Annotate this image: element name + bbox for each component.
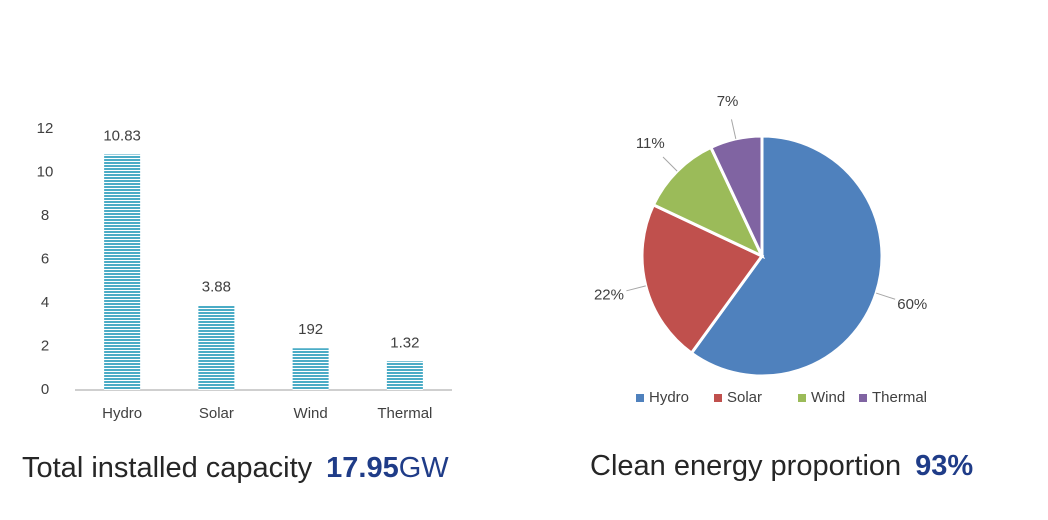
legend-label: Wind xyxy=(811,389,845,406)
legend-swatch xyxy=(714,394,722,402)
leader-line xyxy=(662,156,678,172)
data-label: 3.88 xyxy=(202,279,231,296)
bar xyxy=(198,305,235,390)
x-tick-label: Solar xyxy=(199,405,234,422)
y-tick-label: 8 xyxy=(41,207,49,224)
data-label: 60% xyxy=(897,296,927,313)
y-tick-label: 10 xyxy=(37,163,54,180)
y-tick-label: 0 xyxy=(41,381,49,398)
caption-value: 93% xyxy=(915,450,973,482)
y-tick-label: 12 xyxy=(37,120,54,137)
legend-swatch xyxy=(859,394,867,402)
bar xyxy=(292,348,329,390)
x-tick-label: Hydro xyxy=(102,405,142,422)
leader-line xyxy=(626,285,646,292)
caption-value: 17.95 xyxy=(326,452,399,484)
caption-text: Clean energy proportion xyxy=(590,450,901,482)
caption: Total installed capacity 17.95GW xyxy=(22,452,449,484)
data-label: 7% xyxy=(717,93,739,110)
data-label: 192 xyxy=(298,321,323,338)
bar xyxy=(386,361,423,390)
bar xyxy=(104,154,141,390)
data-label: 22% xyxy=(594,286,624,303)
pie-slice xyxy=(708,134,764,257)
x-tick-label: Wind xyxy=(294,405,328,422)
y-tick-label: 4 xyxy=(41,294,49,311)
data-label: 10.83 xyxy=(103,127,141,144)
pie-slice xyxy=(651,145,766,260)
legend-swatch xyxy=(636,394,644,402)
leader-line xyxy=(730,119,737,139)
leader-line xyxy=(875,292,896,300)
legend-label: Solar xyxy=(727,389,762,406)
y-tick-label: 2 xyxy=(41,337,49,354)
caption-text: Total installed capacity xyxy=(22,452,313,484)
caption-unit: GW xyxy=(399,452,450,484)
data-label: 1.32 xyxy=(390,334,419,351)
legend-label: Hydro xyxy=(649,389,689,406)
legend-label: Thermal xyxy=(872,389,927,406)
caption: Clean energy proportion 93% xyxy=(590,450,973,482)
y-tick-label: 6 xyxy=(41,250,49,267)
legend-swatch xyxy=(798,394,806,402)
x-tick-label: Thermal xyxy=(377,405,432,422)
data-label: 11% xyxy=(636,135,665,152)
